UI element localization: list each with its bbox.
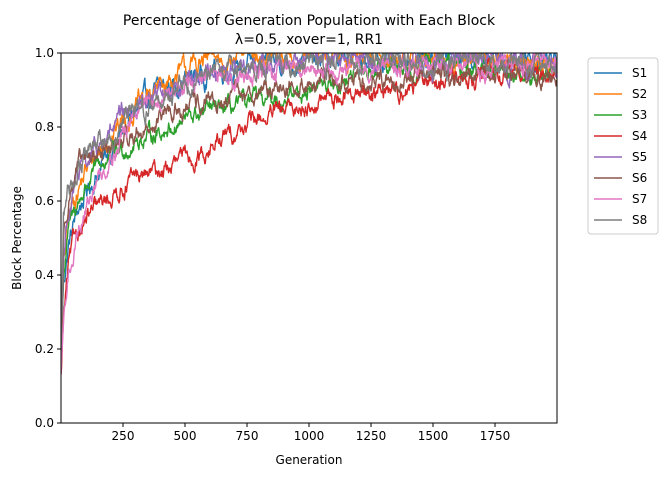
legend-label-s7: S7: [632, 192, 647, 206]
y-tick-label: 0.4: [35, 268, 54, 282]
x-axis-label: Generation: [276, 453, 343, 467]
y-axis-label: Block Percentage: [10, 186, 24, 290]
x-tick-label: 1000: [294, 429, 325, 443]
legend-label-s3: S3: [632, 108, 647, 122]
x-tick-label: 750: [236, 429, 259, 443]
x-tick-label: 250: [112, 429, 135, 443]
y-tick-label: 0.6: [35, 194, 54, 208]
y-tick-label: 1.0: [35, 46, 54, 60]
legend-label-s5: S5: [632, 150, 647, 164]
legend-label-s2: S2: [632, 87, 647, 101]
series-line-s3: [61, 53, 557, 365]
series-line-s7: [61, 53, 557, 374]
chart-title-line2: λ=0.5, xover=1, RR1: [235, 32, 383, 48]
x-tick-label: 1500: [418, 429, 449, 443]
y-tick-label: 0.0: [35, 416, 54, 430]
x-tick-label: 500: [174, 429, 197, 443]
x-tick-label: 1250: [356, 429, 387, 443]
legend: S1 S2 S3 S4 S5 S6 S7 S8: [587, 57, 659, 235]
y-axis-ticks: 0.0 0.2 0.4 0.6 0.8 1.0: [35, 46, 61, 430]
legend-label-s6: S6: [632, 171, 647, 185]
series-line-s4: [61, 56, 557, 375]
legend-label-s1: S1: [632, 66, 647, 80]
legend-label-s8: S8: [632, 213, 647, 227]
legend-label-s4: S4: [632, 129, 647, 143]
chart-title-line1: Percentage of Generation Population with…: [123, 13, 496, 29]
y-tick-label: 0.2: [35, 342, 54, 356]
legend-frame: [587, 57, 659, 235]
series-line-s6: [61, 61, 557, 356]
y-tick-label: 0.8: [35, 120, 54, 134]
x-axis-ticks: 250 500 750 1000 1250 1500 1750: [112, 423, 511, 443]
x-tick-label: 1750: [480, 429, 511, 443]
